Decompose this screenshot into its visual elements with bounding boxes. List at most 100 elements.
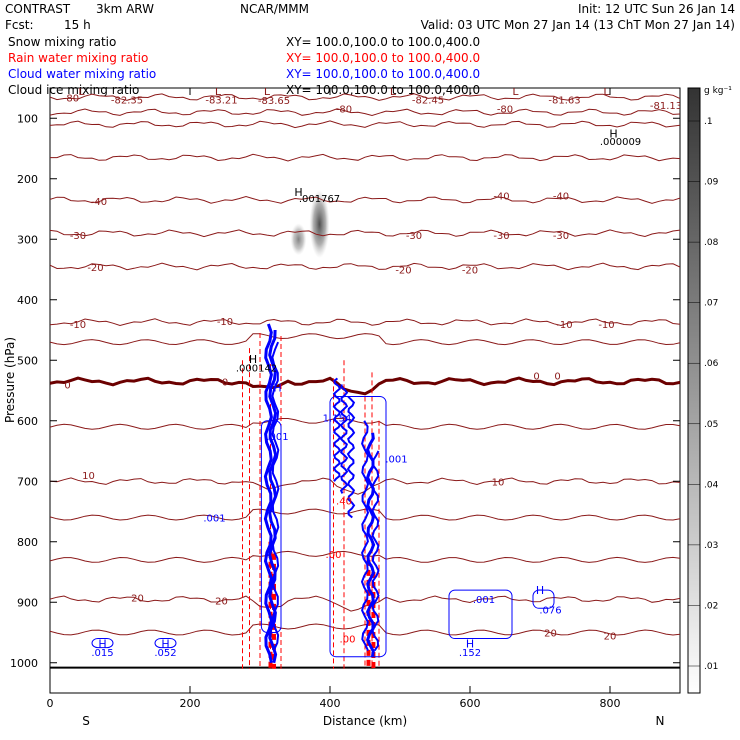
- high-mark-11: H: [466, 637, 474, 650]
- y-tick-label-200: 200: [17, 173, 38, 186]
- low-mark-3: L: [390, 85, 397, 98]
- colorbar-label-2: .03: [704, 541, 718, 551]
- colorbar-label-7: .08: [704, 238, 719, 248]
- high-mark-7: H: [609, 127, 617, 140]
- high-mark-9: H: [273, 381, 281, 394]
- isotherm--70: [50, 108, 680, 117]
- contour-label-31: 20: [544, 629, 557, 640]
- y-tick-label-700: 700: [17, 475, 38, 488]
- isotherm-0: [50, 376, 680, 396]
- colorbar-unit: g kg⁻¹: [704, 86, 732, 96]
- low-mark-2: L: [264, 85, 271, 98]
- cloud-water-core-7: [365, 432, 376, 657]
- cloud-water-core-8: [371, 450, 380, 652]
- contour-label-32: 20: [604, 632, 617, 643]
- model-resolution: 3km ARW: [96, 2, 154, 16]
- isotherm--40: [50, 195, 680, 204]
- field-name-cloud-ice: Cloud ice mixing ratio: [8, 83, 139, 97]
- valid-time: Valid: 03 UTC Mon 27 Jan 14 (13 ChT Mon …: [421, 18, 735, 32]
- model-label: CONTRAST: [5, 2, 71, 16]
- snow-max-core: [309, 190, 330, 259]
- contour-label-28: 10: [492, 477, 505, 488]
- field-xy-cloud-water: XY= 100.0,100.0 to 100.0,400.0: [286, 67, 480, 81]
- isotherm--10: [50, 318, 680, 327]
- contour-label-21: -10: [556, 320, 572, 331]
- isotherm--80: [50, 93, 680, 101]
- y-tick-label-500: 500: [17, 354, 38, 367]
- field-name-rain: Rain water mixing ratio: [8, 51, 148, 65]
- high-mark-13: H: [161, 637, 169, 650]
- high-mark-10: H: [536, 584, 544, 597]
- field-xy-rain: XY= 100.0,100.0 to 100.0,400.0: [286, 51, 480, 65]
- isotherm--30: [50, 229, 680, 238]
- contour-label-38: .001: [203, 514, 225, 525]
- high-mark-8: H: [249, 353, 257, 366]
- y-tick-label-1000: 1000: [10, 657, 38, 670]
- contour-label-43: .076: [539, 606, 561, 617]
- colorbar-ticks: .01 .02 .03 .04 .05 .06 .07 .08 .09 .1: [688, 117, 719, 672]
- contour-label-6: -80: [497, 105, 513, 116]
- y-tick-label-600: 600: [17, 415, 38, 428]
- contour-label-18: -20: [462, 266, 478, 277]
- x-tick-label-0: 0: [47, 697, 54, 710]
- contour-label-9: -40: [91, 197, 107, 208]
- cloud-water-envelope-4: [91, 638, 114, 649]
- isotherm-intermediate-470: [50, 333, 680, 346]
- contour-label-26: 0: [554, 371, 560, 382]
- cloud-water-envelope-0: [260, 420, 282, 633]
- x-endpoint-south: S: [82, 714, 90, 728]
- colorbar-label-9: .1: [704, 117, 713, 127]
- y-tick-label-900: 900: [17, 596, 38, 609]
- colorbar-label-0: .01: [704, 662, 718, 672]
- x-tick-label-200: 200: [180, 697, 201, 710]
- field-xy-snow: XY= 100.0,100.0 to 100.0,400.0: [286, 35, 480, 49]
- contour-label-24: 0: [222, 377, 228, 388]
- contour-label-25: 0: [533, 371, 539, 382]
- contour-label-13: -30: [406, 231, 422, 242]
- low-mark-5: L: [603, 85, 610, 98]
- contour-label-29: 20: [131, 593, 144, 604]
- snow-secondary: [290, 223, 307, 256]
- contour-label-27: 10: [82, 471, 95, 482]
- contour-label-22: -10: [598, 320, 614, 331]
- snow-shading: [290, 190, 330, 259]
- colorbar-ramp: [687, 87, 701, 694]
- contour-label-17: -20: [395, 266, 411, 277]
- contour-label-7: -81.63: [548, 95, 580, 106]
- contour-label-33: .001767: [299, 194, 340, 205]
- contour-label-4: -80: [336, 105, 352, 116]
- field-legend: Snow mixing ratio XY= 100.0,100.0 to 100…: [8, 35, 480, 97]
- contour-label-23: 0: [64, 380, 70, 391]
- cloud-water-core-4: [339, 384, 349, 494]
- contour-labels: -80 -82.35 -83.21 -83.65 -80 -82.45 -80 -81.63 -…: [63, 85, 682, 659]
- contour-label-45: .00: [326, 550, 342, 561]
- colorbar: g kg⁻¹ .01 .02 .03 .04 .05 .06 .07 .08 .09 .1: [687, 86, 732, 694]
- contour-label-15: -30: [553, 231, 569, 242]
- isotherm--50: [50, 153, 680, 162]
- x-tick-label-800: 800: [600, 697, 621, 710]
- contour-label-39: .001: [473, 595, 495, 606]
- plot-frame: [49, 87, 681, 694]
- colorbar-label-6: .07: [704, 299, 718, 309]
- contour-label-8: -81.13: [650, 101, 682, 112]
- contour-label-35: .000142: [236, 364, 277, 375]
- contour-label-40: .015: [91, 648, 113, 659]
- cloud-water-core-2: [271, 341, 280, 652]
- y-tick-label-800: 800: [17, 536, 38, 549]
- y-axis-title: Pressure (hPa): [3, 337, 17, 423]
- contour-label-0: -80: [63, 94, 79, 105]
- colorbar-label-3: .04: [704, 480, 719, 490]
- cloud-water-core-3: [332, 377, 342, 482]
- high-mark-12: H: [98, 637, 106, 650]
- isotherm-intermediate-830: [50, 550, 680, 563]
- colorbar-label-1: .02: [704, 601, 718, 611]
- contour-label-14: -30: [493, 231, 509, 242]
- x-tick-label-400: 400: [320, 697, 341, 710]
- cloud-water-envelope-2: [448, 589, 513, 640]
- x-axis-title: Distance (km): [323, 714, 407, 728]
- contour-label-2: -83.21: [205, 95, 237, 106]
- y-tick-label-400: 400: [17, 294, 38, 307]
- field-name-snow: Snow mixing ratio: [8, 35, 116, 49]
